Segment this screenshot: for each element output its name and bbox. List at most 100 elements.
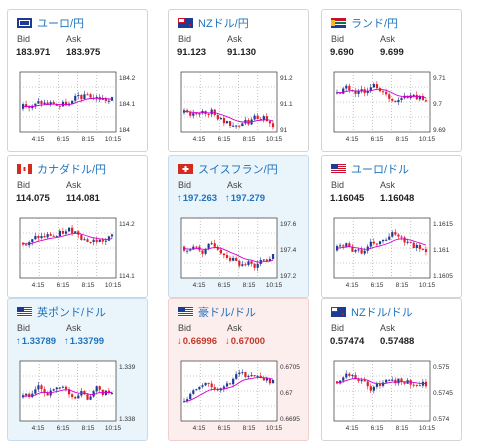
candle-body <box>232 257 235 261</box>
ask-trend-arrow-icon: ↓ <box>225 336 230 347</box>
ask-value: ↑1.33799 <box>64 336 105 347</box>
candle-body <box>360 380 363 382</box>
candle-body <box>25 244 28 246</box>
currency-card[interactable]: カナダドル/円 Bid Ask 114.075 114.081 114.2 114.1 4:1… <box>7 155 148 298</box>
candle-body <box>418 244 421 249</box>
candle-body <box>40 236 43 239</box>
bid-label: Bid <box>17 323 31 333</box>
x-tick-label: 6:15 <box>371 136 384 143</box>
candle-body <box>345 85 348 89</box>
candle-body <box>232 378 235 385</box>
candle-body <box>345 373 348 378</box>
candle-body <box>342 245 345 247</box>
y-tick-label: 114.2 <box>119 221 135 228</box>
candle-body <box>40 101 43 104</box>
candle-body <box>107 390 111 394</box>
candle-body <box>391 232 394 237</box>
candle-body <box>74 95 77 101</box>
moving-average-line <box>22 97 112 108</box>
ask-value: 91.130 <box>227 47 257 58</box>
currency-card[interactable]: ユーロ/ドル Bid Ask 1.16045 1.16048 1.1615 1.161 1.1… <box>321 155 462 298</box>
moving-average-line <box>336 238 427 250</box>
candle-body <box>244 264 247 266</box>
candle-body <box>43 389 46 394</box>
candle-body <box>366 246 369 251</box>
candle-body <box>424 100 428 102</box>
bid-trend-arrow-icon: ↑ <box>177 193 182 204</box>
price-chart: 1.339 1.338 4:15 6:15 8:15 10:15 <box>19 360 136 432</box>
candle-body <box>409 241 412 243</box>
candle-body <box>92 391 95 397</box>
candle-body <box>424 381 428 387</box>
currency-pair-link[interactable]: 豪ドル/ドル <box>178 304 256 320</box>
x-tick-label: 8:15 <box>396 425 409 432</box>
x-tick-label: 6:15 <box>57 425 70 432</box>
candle-body <box>101 239 104 242</box>
currency-pair-link[interactable]: ユーロ/ドル <box>331 161 409 177</box>
candle-body <box>37 235 40 239</box>
candle-body <box>64 231 68 234</box>
currency-card[interactable]: 英ポンド/ドル Bid Ask ↑1.33789 ↑1.33799 1.339 1.338 4… <box>7 298 148 441</box>
moving-average-line <box>183 110 274 123</box>
ask-value: 114.081 <box>66 193 100 204</box>
ask-label: Ask <box>227 180 243 190</box>
price-chart: 1.1615 1.161 1.1605 4:15 6:15 8:15 10:15 <box>333 217 453 289</box>
x-tick-label: 4:15 <box>193 136 206 143</box>
candle-body <box>250 375 253 377</box>
currency-pair-link[interactable]: ランド/円 <box>331 15 398 31</box>
currency-pair-link[interactable]: NZドル/ドル <box>331 304 413 320</box>
currency-pair-name: 豪ドル/ドル <box>198 307 257 319</box>
candle-body <box>345 243 348 247</box>
candle-body <box>418 385 421 387</box>
candle-body <box>107 236 111 241</box>
currency-card[interactable]: NZドル/円 Bid Ask 91.123 91.130 91.2 91.1 91 4:15 6:… <box>168 9 309 152</box>
candle-body <box>397 378 400 384</box>
candle-body <box>348 373 351 376</box>
candle-body <box>354 374 357 380</box>
candle-body <box>189 249 192 251</box>
candle-body <box>61 230 65 234</box>
currency-pair-link[interactable]: 英ポンド/ドル <box>17 304 106 320</box>
candle-body <box>354 90 357 94</box>
currency-card[interactable]: NZドル/ドル Bid Ask 0.57474 0.57488 0.575 0.5745 0.… <box>321 298 462 441</box>
candle-body <box>195 389 198 391</box>
candle-body <box>366 381 369 387</box>
candle-body <box>235 125 238 127</box>
candle-body <box>55 104 58 106</box>
candle-body <box>52 389 55 391</box>
bid-value: 9.690 <box>330 47 354 58</box>
candle-body <box>363 250 366 254</box>
candle-body <box>412 242 415 248</box>
bid-value: 0.57474 <box>330 336 365 347</box>
candle-body <box>58 230 61 237</box>
candle-body <box>421 248 425 250</box>
currency-card[interactable]: 豪ドル/ドル Bid Ask ↓0.66996 ↓0.67000 0.6705 0.67 0.… <box>168 298 309 441</box>
currency-card[interactable]: ユーロ/円 Bid Ask 183.971 183.975 184.2 184.1 184 4:… <box>7 9 148 152</box>
candle-body <box>52 102 55 105</box>
candle-body <box>71 100 74 104</box>
candle-body <box>385 91 388 95</box>
currency-card[interactable]: スイスフラン/円 Bid Ask ↑197.263 ↑197.279 197.6 197.4… <box>168 155 309 298</box>
bid-value: ↓0.66996 <box>177 336 218 347</box>
x-tick-label: 6:15 <box>371 282 384 289</box>
currency-pair-link[interactable]: ユーロ/円 <box>17 15 84 31</box>
candle-body <box>388 94 391 99</box>
candle-body <box>271 254 275 259</box>
ask-trend-arrow-icon: ↑ <box>225 193 230 204</box>
currency-pair-name: NZドル/円 <box>198 18 249 30</box>
candle-body <box>412 94 415 96</box>
candle-body <box>213 387 216 389</box>
candle-body <box>207 114 210 116</box>
candle-body <box>229 121 232 126</box>
candle-body <box>201 385 204 387</box>
currency-card[interactable]: ランド/円 Bid Ask 9.690 9.699 9.71 9.7 9.69 4:15 6:15… <box>321 9 462 152</box>
currency-pair-link[interactable]: スイスフラン/円 <box>178 161 278 177</box>
bid-label: Bid <box>178 34 192 44</box>
candle-body <box>204 248 207 254</box>
candle-body <box>357 90 360 94</box>
currency-pair-link[interactable]: NZドル/円 <box>178 15 249 31</box>
currency-pair-link[interactable]: カナダドル/円 <box>17 161 106 177</box>
candle-body <box>210 243 213 245</box>
x-tick-label: 4:15 <box>193 282 206 289</box>
candle-body <box>83 239 86 241</box>
